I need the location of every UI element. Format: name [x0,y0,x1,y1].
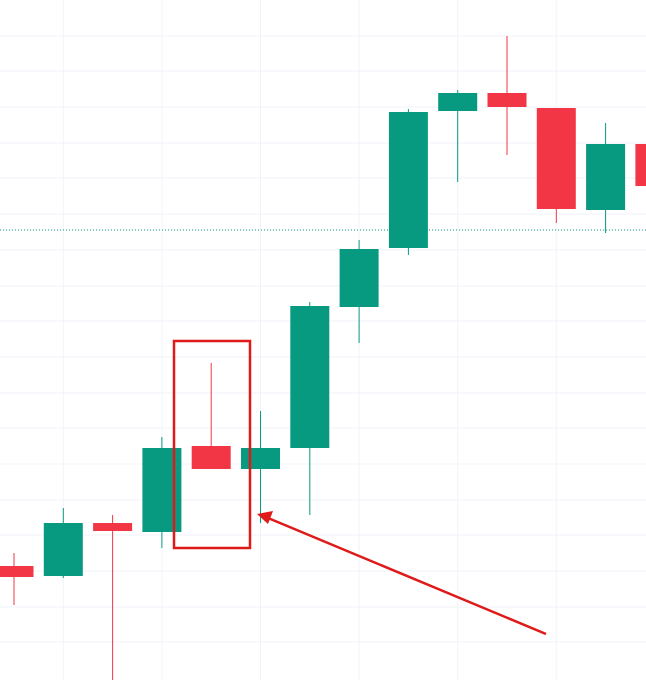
candle-body [241,448,280,469]
candle-body [339,249,379,307]
candle-body [290,306,330,448]
candles [0,36,646,680]
candle-body [93,523,133,531]
highlight-box [172,339,252,550]
candle-body [142,448,182,532]
candle-body [388,112,428,248]
candle-body [586,144,626,210]
arrow-shaft [267,516,547,636]
candle-body [635,144,646,186]
candle-body [487,93,527,107]
arrow-head [257,511,273,524]
candle-body [0,566,34,577]
candle-body [438,93,478,111]
candle-body [43,523,83,576]
candle-body [191,446,231,469]
candle-body [536,108,576,209]
